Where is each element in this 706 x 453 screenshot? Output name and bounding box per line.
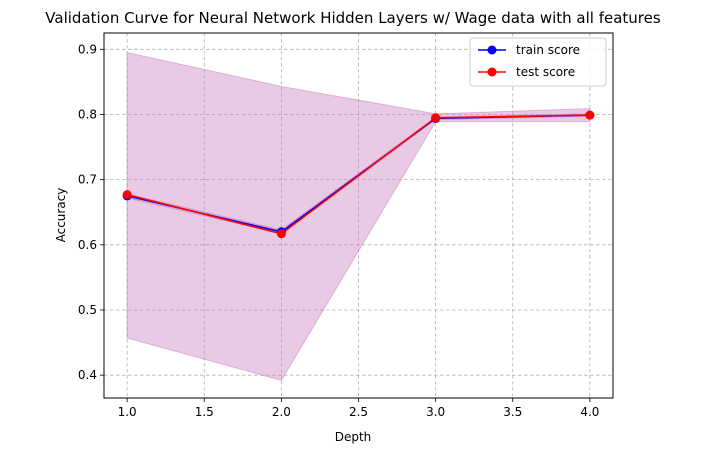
point-series-1 (122, 190, 132, 200)
legend-label: train score (516, 43, 580, 57)
legend-label: test score (516, 65, 575, 79)
series-lines (126, 114, 590, 235)
y-tick-label: 0.4 (78, 368, 97, 382)
line-series-1 (126, 114, 590, 235)
y-tick-label: 0.7 (78, 173, 97, 187)
y-tick-label: 0.9 (78, 42, 97, 56)
x-tick-label: 3.0 (426, 405, 445, 419)
x-tick-label: 4.0 (580, 405, 599, 419)
y-tick-label: 0.8 (78, 107, 97, 121)
point-series-1 (431, 113, 441, 123)
y-tick-label: 0.6 (78, 238, 97, 252)
chart-title: Validation Curve for Neural Network Hidd… (45, 9, 661, 27)
point-series-1 (585, 110, 595, 120)
x-tick-label: 1.5 (195, 405, 214, 419)
band-series-1 (126, 51, 591, 381)
series-points (122, 110, 595, 239)
point-series-1 (276, 229, 286, 239)
x-tick-label: 2.5 (349, 405, 368, 419)
x-axis-ticks: 1.0 1.5 2.0 2.5 3.0 3.5 4.0 (118, 398, 599, 419)
x-tick-label: 2.0 (272, 405, 291, 419)
y-tick-label: 0.5 (78, 303, 97, 317)
x-tick-label: 1.0 (118, 405, 137, 419)
legend-marker (487, 45, 497, 55)
x-tick-label: 3.5 (503, 405, 522, 419)
confidence-bands (126, 51, 591, 381)
y-axis-ticks: 0.4 0.5 0.6 0.7 0.8 0.9 (78, 42, 104, 382)
x-axis-label: Depth (335, 430, 372, 444)
legend-marker (487, 67, 497, 77)
legend: train score test score (469, 37, 607, 87)
y-axis-label: Accuracy (54, 188, 68, 243)
